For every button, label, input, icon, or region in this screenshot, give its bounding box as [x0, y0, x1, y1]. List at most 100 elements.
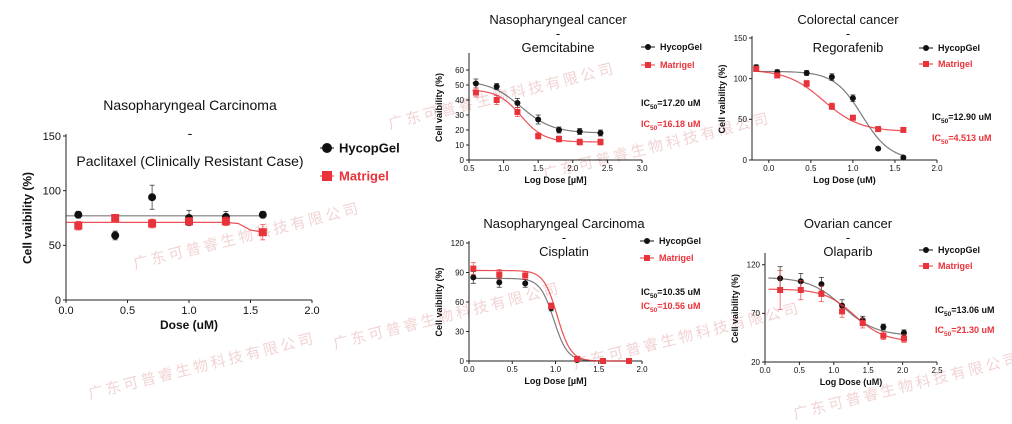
data-point	[900, 335, 907, 342]
data-point	[597, 139, 604, 145]
series-matrigel	[768, 270, 907, 343]
x-tick-label: 1.5	[863, 366, 875, 375]
chart-panel-3: Colorectal cancer-Regorafenib 0.0 0.5 1.0 1.…	[717, 12, 992, 185]
x-tick-label: 0.5	[805, 164, 817, 173]
legend-label: Matrigel	[938, 261, 973, 271]
data-point	[496, 271, 503, 278]
x-axis-label: Log Dose (uM)	[813, 175, 876, 185]
y-tick-label: 30	[455, 111, 464, 120]
data-point	[576, 139, 583, 145]
legend-label: HycopGel	[938, 43, 980, 53]
data-point	[548, 302, 555, 309]
x-tick-label: 2.0	[897, 366, 909, 375]
ic50-annotation: IC50=21.30 uM	[935, 325, 995, 338]
x-tick-label: 0.0	[763, 164, 775, 173]
data-point	[74, 221, 83, 230]
data-point	[470, 274, 477, 281]
x-tick-label: 2.0	[931, 164, 943, 173]
chart-title-line: -	[846, 26, 850, 41]
data-point	[774, 72, 781, 79]
legend-label: Matrigel	[938, 59, 973, 69]
data-point	[880, 323, 887, 330]
data-point	[859, 320, 866, 327]
y-axis-label: Cell vaibility (%)	[717, 64, 727, 133]
legend-label: Matrigel	[660, 60, 695, 70]
y-tick-label: 120	[747, 261, 761, 270]
legend-marker	[923, 263, 929, 269]
data-point	[496, 279, 503, 286]
ic50-annotation: IC50=10.35 uM	[641, 287, 701, 300]
data-point	[818, 281, 825, 288]
y-tick-label: 0	[743, 156, 748, 165]
series-matrigel	[66, 214, 267, 241]
series-hycopgel	[753, 64, 907, 161]
y-tick-label: 10	[455, 141, 464, 150]
y-tick-label: 120	[451, 239, 465, 248]
y-tick-label: 0	[460, 357, 465, 366]
fit-curve	[472, 277, 631, 362]
chart-title-line: Nasopharyngeal Carcinoma	[483, 216, 645, 231]
data-point	[258, 228, 267, 237]
data-point	[574, 356, 581, 363]
data-point	[880, 332, 887, 339]
series-hycopgel	[768, 266, 907, 337]
legend-label: HycopGel	[339, 141, 400, 156]
fit-curve	[768, 288, 906, 341]
y-tick-label: 50	[49, 240, 61, 252]
series-matrigel	[753, 65, 907, 133]
y-tick-label: 100	[43, 186, 61, 198]
x-tick-label: 2.0	[636, 365, 648, 374]
data-point	[839, 308, 846, 315]
ic50-annotation: IC50=12.90 uM	[932, 112, 992, 125]
x-tick-label: 2.5	[602, 164, 614, 173]
x-tick-label: 1.0	[550, 365, 562, 374]
series-matrigel	[472, 87, 604, 146]
data-point	[803, 80, 810, 87]
chart-title-line: -	[562, 230, 566, 245]
x-tick-label: 0.5	[463, 164, 475, 173]
fit-curve	[66, 221, 263, 233]
y-tick-label: 0	[460, 156, 465, 165]
x-tick-label: 0.5	[507, 365, 519, 374]
data-point	[597, 130, 604, 136]
data-point	[576, 128, 583, 135]
legend-marker	[645, 62, 651, 68]
x-tick-label: 0.5	[794, 366, 806, 375]
legend-marker	[322, 171, 332, 181]
legend-label: HycopGel	[659, 236, 701, 246]
chart-title-line: Paclitaxel (Clinically Resistant Case)	[76, 153, 303, 169]
data-point	[258, 210, 267, 219]
legend-marker	[923, 247, 929, 253]
x-tick-label: 0.0	[759, 366, 771, 375]
chart-title-line: Cisplatin	[539, 244, 589, 259]
chart-panel-4: Nasopharyngeal Carcinoma-Cisplatin 0.0 0.5…	[434, 216, 701, 386]
chart-title-line: Ovarian cancer	[804, 216, 893, 231]
chart-title-line: -	[846, 230, 850, 245]
data-point	[875, 126, 882, 133]
data-point	[900, 126, 907, 133]
x-tick-label: 2.0	[304, 305, 319, 317]
y-axis-label: Cell vaibility (%)	[434, 267, 444, 336]
chart-title-line: Gemcitabine	[522, 40, 595, 55]
data-point	[493, 97, 500, 103]
data-point	[600, 358, 607, 364]
data-point	[803, 69, 810, 76]
y-tick-label: 0	[55, 295, 61, 307]
data-point	[514, 109, 521, 115]
series-hycopgel	[472, 78, 604, 137]
x-axis-label: Log Dose [µM]	[524, 175, 586, 185]
x-tick-label: 2.0	[567, 164, 579, 173]
fit-curve	[755, 70, 906, 157]
chart-title-line: Olaparib	[823, 244, 872, 259]
ic50-annotation: IC50=10.56 uM	[641, 301, 701, 314]
x-axis-label: Log Dose (uM)	[820, 377, 883, 387]
chart-panel-2: Nasopharyngeal cancer-Gemcitabine 0.5 1.0 1…	[434, 12, 702, 185]
y-tick-label: 150	[734, 34, 748, 43]
chart-panel-5: Ovarian cancer-Olaparib 0.0 0.5 1.0 1.5 2.0 2.…	[730, 216, 995, 387]
x-tick-label: 1.0	[181, 305, 196, 317]
legend-marker	[645, 44, 651, 50]
legend-label: Matrigel	[339, 169, 389, 184]
chart-title-line: -	[188, 125, 193, 141]
x-tick-label: 1.5	[243, 305, 258, 317]
data-point	[555, 136, 562, 142]
